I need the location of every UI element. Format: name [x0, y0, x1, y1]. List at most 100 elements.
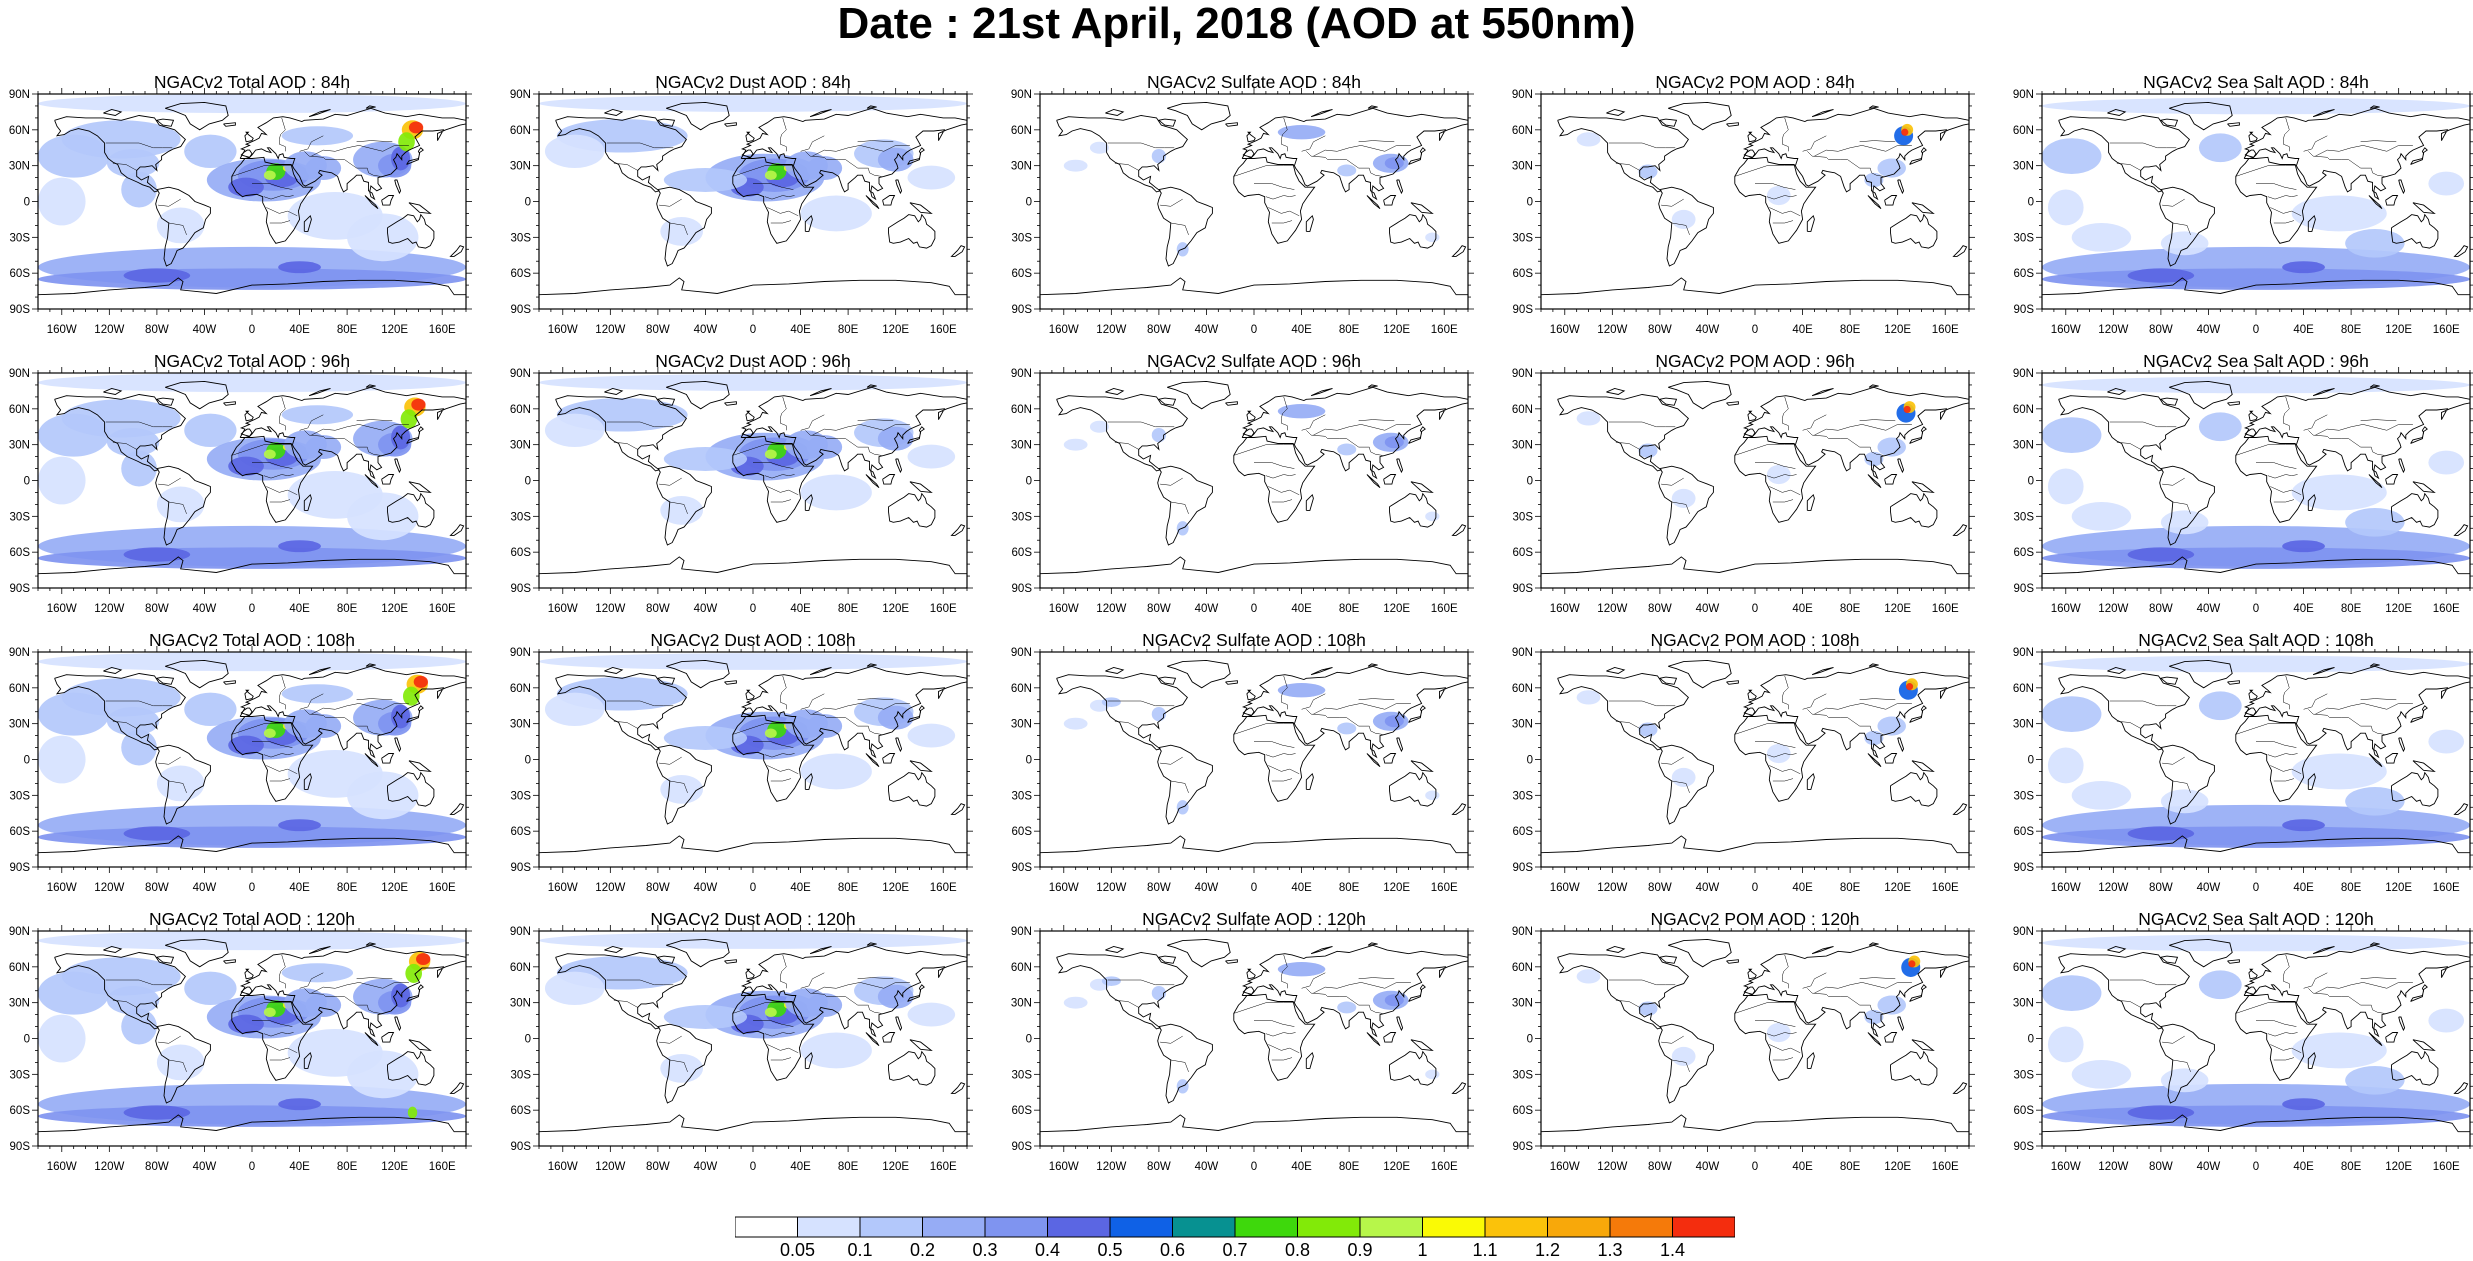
country-border: [1766, 753, 1797, 758]
lon-tick-label: 80W: [2149, 324, 2173, 336]
country-border: [1265, 1032, 1296, 1037]
coastline: [2248, 410, 2258, 422]
country-border: [669, 1059, 688, 1072]
aod-region: [660, 1054, 704, 1083]
country-border: [2267, 195, 2298, 200]
lon-tick-label: 80W: [2149, 1161, 2173, 1173]
country-border: [1265, 474, 1296, 479]
lat-tick-label: 30N: [2013, 161, 2034, 173]
coastline: [809, 109, 832, 118]
aod-region: [663, 168, 748, 192]
lat-tick-label: 60S: [2014, 547, 2035, 559]
lat-tick-label: 60N: [2013, 683, 2034, 695]
coastline: [1408, 984, 1426, 1002]
coastline: [1305, 214, 1314, 232]
aod-region: [278, 261, 321, 274]
lon-tick-label: 160W: [47, 603, 77, 615]
country-border: [1814, 145, 1912, 157]
lat-tick-label: 30N: [1011, 161, 1032, 173]
aod-region: [1864, 1009, 1884, 1025]
coastline: [865, 1032, 880, 1047]
coastline: [604, 667, 624, 674]
lat-tick-label: 60S: [1513, 268, 1534, 280]
coastline: [539, 835, 967, 854]
coastline: [1890, 492, 1938, 528]
aod-region: [1864, 172, 1884, 188]
coastline: [1557, 394, 1689, 472]
aod-region: [405, 963, 423, 983]
lon-tick-label: 80E: [838, 324, 859, 336]
coastline: [155, 397, 175, 406]
coastline: [1606, 109, 1626, 116]
coastline: [1367, 105, 1378, 109]
coastline: [1389, 213, 1437, 249]
coastline: [656, 676, 676, 685]
coastline: [740, 107, 967, 201]
panel-title: NGACv2 Dust AOD : 96h: [655, 351, 851, 371]
coastline: [381, 753, 395, 764]
map-panel: NGACv2 Sea Salt AOD : 96h 90N 60N 30N 0 30S 60…: [2004, 351, 2473, 621]
lon-tick-label: 40E: [790, 324, 811, 336]
country-border: [805, 988, 882, 1014]
coastline: [2398, 179, 2406, 195]
lat-tick-label: 90N: [9, 89, 30, 101]
lat-tick-label: 0: [525, 197, 531, 209]
aod-region: [1903, 405, 1911, 414]
colorbar-label: 0.05: [780, 1240, 815, 1258]
lon-tick-label: 160E: [1431, 1161, 1458, 1173]
country-border: [1814, 424, 1912, 436]
lat-tick-label: 60N: [1011, 683, 1032, 695]
lat-tick-label: 30N: [2013, 440, 2034, 452]
coastline: [604, 946, 624, 953]
coastline: [1056, 115, 1188, 193]
coastline: [103, 388, 123, 395]
lat-tick-label: 30S: [1012, 790, 1033, 802]
colorbar-label: 0.5: [1097, 1240, 1122, 1258]
country-border: [2162, 198, 2185, 207]
coastline: [2169, 659, 2233, 689]
coastline: [240, 149, 253, 158]
aod-region: [2291, 195, 2387, 232]
country-border: [2172, 222, 2191, 235]
country-border: [1233, 723, 1295, 735]
lat-tick-label: 90N: [9, 368, 30, 380]
aod-region: [1337, 164, 1357, 177]
coastline: [239, 386, 466, 480]
country-border: [304, 709, 381, 735]
aod-region: [61, 678, 181, 717]
country-border: [2267, 474, 2298, 479]
map-panel: NGACv2 POM AOD : 96h 90N 60N 30N 0 30S 60S 90S 1…: [1503, 351, 2003, 621]
country-border: [299, 972, 324, 989]
aod-region: [1576, 969, 1601, 984]
country-border: [231, 165, 293, 177]
coastline: [1410, 760, 1434, 773]
aod-map: 90N 60N 30N 0 30S 60S 90S 160W 120W 80W 40W 0 40E 80E…: [510, 925, 973, 1173]
country-border: [857, 140, 894, 143]
lon-tick-label: 120E: [381, 1161, 408, 1173]
country-border: [158, 477, 181, 486]
lon-tick-label: 160W: [2051, 324, 2081, 336]
coastline: [155, 676, 175, 685]
country-border: [812, 982, 910, 994]
country-border: [753, 462, 794, 469]
colorbar-swatch: [859, 1216, 923, 1238]
country-border: [1661, 1035, 1684, 1044]
aod-region: [305, 993, 342, 1017]
lon-tick-label: 40W: [1195, 603, 1219, 615]
lon-tick-label: 40E: [2293, 882, 2314, 894]
coastline: [2385, 753, 2399, 764]
lon-tick-label: 120W: [1597, 1161, 1627, 1173]
country-border: [1755, 741, 1796, 748]
aod-region: [2071, 223, 2132, 252]
coastline: [381, 474, 395, 485]
colorbar-label: 1.1: [1472, 1240, 1497, 1258]
lat-tick-label: 0: [1026, 1034, 1032, 1046]
lat-tick-label: 60N: [1512, 125, 1533, 137]
aod-region: [660, 217, 704, 246]
country-border: [1772, 220, 1794, 224]
lon-tick-label: 160W: [1049, 603, 1079, 615]
lon-tick-label: 160E: [1431, 603, 1458, 615]
lon-tick-label: 0: [750, 324, 756, 336]
aod-region: [544, 692, 605, 727]
aod-region: [2198, 691, 2242, 721]
